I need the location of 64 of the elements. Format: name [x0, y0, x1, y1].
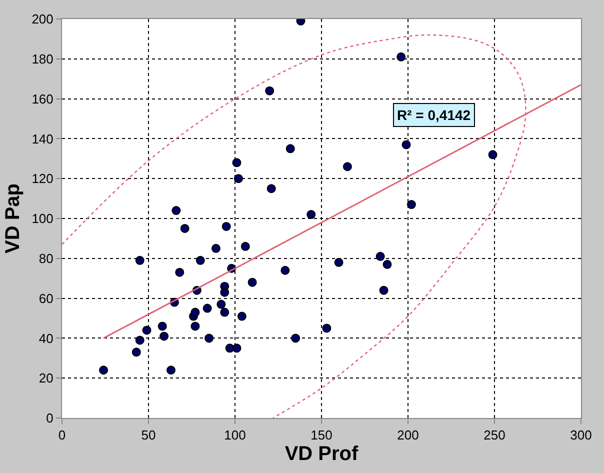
- point: [237, 312, 246, 321]
- x-tick-label: 250: [484, 428, 506, 443]
- point: [135, 256, 144, 265]
- point: [280, 266, 290, 275]
- point: [180, 224, 190, 233]
- y-tick-label: 140: [32, 131, 54, 146]
- x-tick-label: 100: [224, 428, 246, 443]
- point: [204, 334, 214, 343]
- point: [158, 322, 167, 331]
- point: [132, 348, 141, 357]
- point: [266, 184, 276, 194]
- point: [142, 326, 152, 335]
- y-tick-label: 40: [38, 330, 54, 346]
- x-tick-label: 200: [397, 428, 419, 443]
- y-tick-label: 180: [32, 51, 54, 66]
- x-tick-label: 50: [141, 428, 156, 443]
- point: [220, 308, 230, 317]
- y-tick-label: 200: [32, 12, 54, 27]
- point: [396, 52, 406, 62]
- x-axis-title: VD Prof: [284, 443, 359, 466]
- point: [190, 322, 200, 331]
- point: [216, 300, 226, 309]
- point: [211, 244, 220, 253]
- y-tick-label: 20: [38, 370, 54, 386]
- point: [265, 86, 274, 96]
- y-tick-label: 80: [38, 250, 54, 266]
- y-tick-label: 160: [32, 91, 54, 106]
- point: [406, 200, 416, 210]
- point: [376, 252, 385, 261]
- point: [220, 288, 230, 297]
- point: [342, 162, 352, 172]
- point: [99, 366, 108, 375]
- x-tick-label: 150: [310, 428, 332, 443]
- point: [402, 140, 411, 150]
- point: [286, 144, 295, 154]
- point: [291, 334, 300, 343]
- y-tick-label: 60: [38, 290, 54, 306]
- y-axis-title: VD Pap: [2, 183, 24, 254]
- point: [166, 366, 176, 375]
- point: [240, 242, 250, 251]
- annotation: R² = 0,4142: [397, 107, 471, 123]
- point: [160, 332, 169, 341]
- point: [379, 286, 388, 295]
- point: [202, 304, 212, 313]
- point: [322, 324, 332, 333]
- point: [172, 206, 181, 216]
- point: [190, 308, 200, 317]
- point: [222, 222, 231, 231]
- x-tick-label: 0: [58, 428, 66, 443]
- point: [232, 344, 242, 353]
- point: [196, 256, 205, 265]
- point: [488, 150, 498, 160]
- y-tick-label: 120: [32, 171, 54, 186]
- point: [248, 278, 257, 287]
- point: [334, 258, 344, 267]
- point: [232, 158, 242, 168]
- x-tick-label: 300: [570, 428, 592, 443]
- point: [175, 268, 184, 277]
- point: [234, 174, 243, 184]
- point: [306, 210, 316, 220]
- y-tick-label: 0: [46, 410, 54, 426]
- point: [382, 260, 392, 269]
- point: [135, 336, 144, 345]
- y-tick-label: 100: [32, 211, 54, 226]
